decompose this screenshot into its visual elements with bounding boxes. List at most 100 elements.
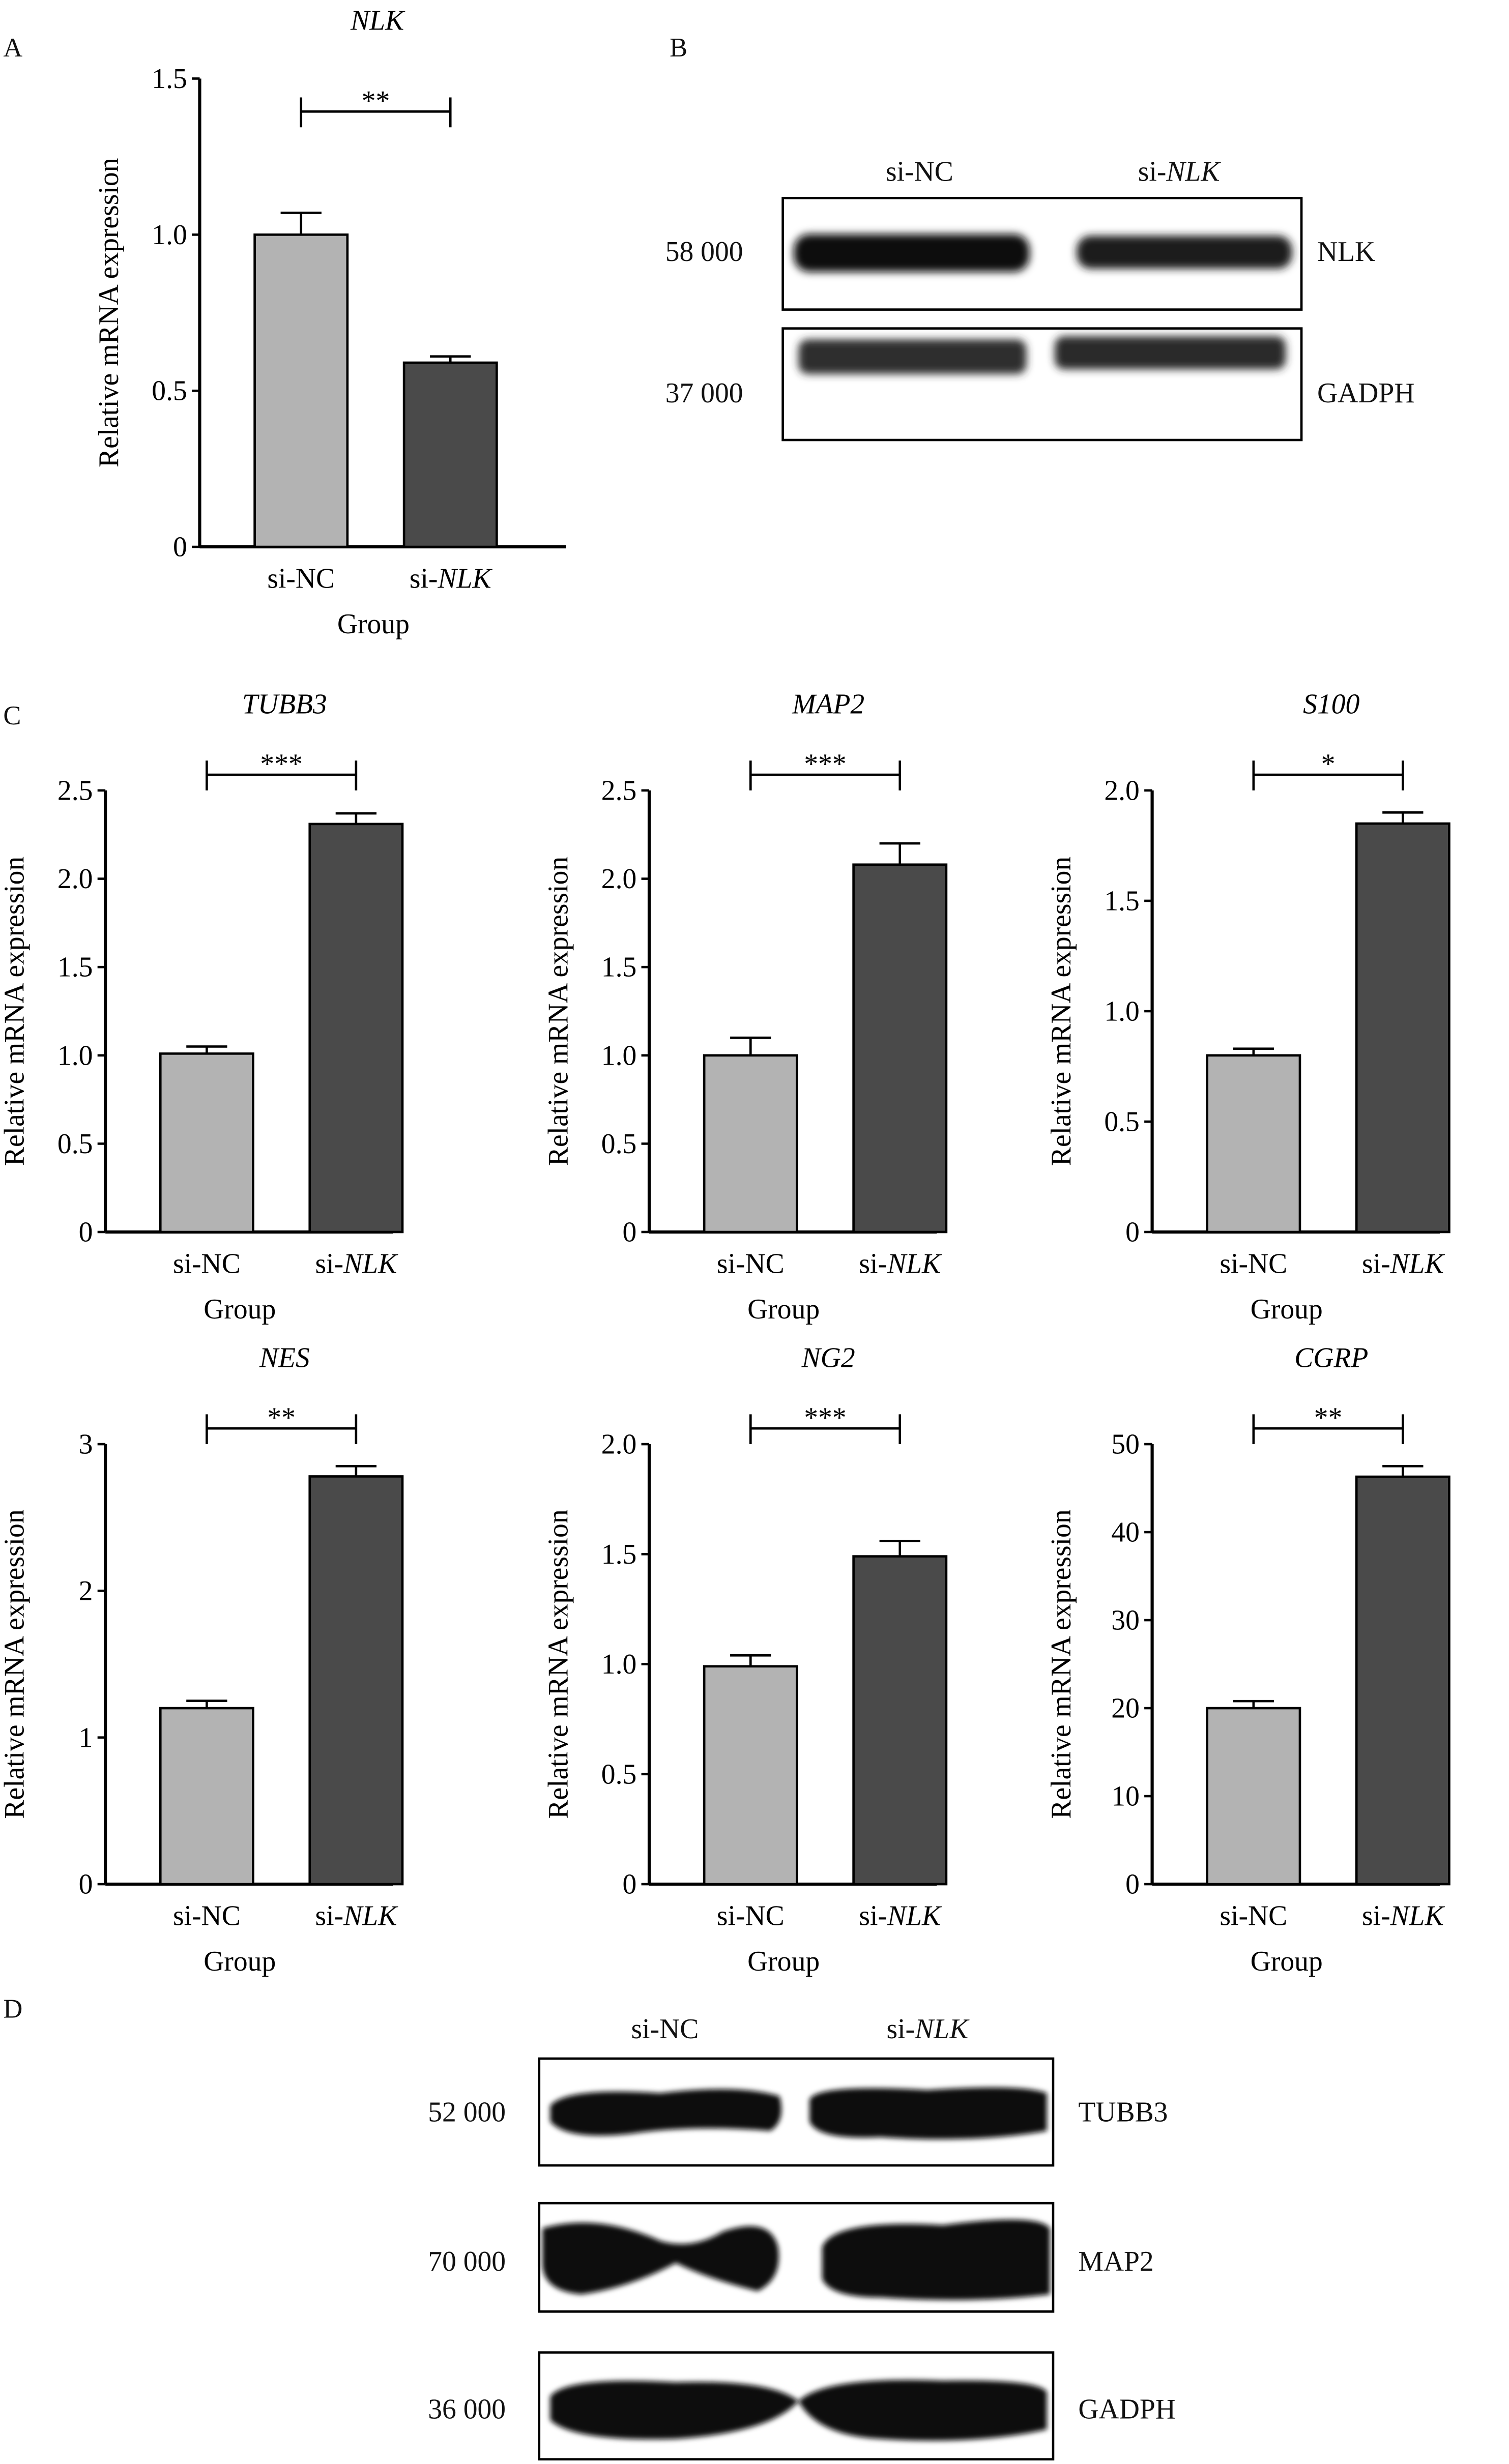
band-nlk-si-nlk: [1077, 236, 1292, 269]
x-tick-label: si-NC: [1220, 1248, 1287, 1279]
y-tick-label: 2.0: [57, 863, 93, 895]
bar-si-nc: [253, 233, 349, 548]
bar-si-nlk: [852, 1555, 948, 1886]
y-axis-label: Relative mRNA expression: [542, 1509, 574, 1818]
panel-label-d: D: [3, 1994, 22, 2024]
bar-si-nc: [703, 1054, 798, 1234]
y-tick-label: 3: [79, 1429, 93, 1460]
protein-label: GADPH: [1317, 377, 1415, 409]
y-tick-label: 0: [1125, 1869, 1140, 1900]
western-blot-b: si-NC si-NLK 58 000 37 000 NLK GADPH: [665, 156, 1415, 442]
y-tick-label: 0.5: [57, 1128, 93, 1160]
y-tick-label: 0: [79, 1869, 93, 1900]
panel-label-a: A: [3, 33, 22, 63]
western-blot-d: si-NC si-NLK 52 000 70 000 36 000 TUBB3 …: [428, 2013, 1176, 2461]
chart-title: NLK: [350, 5, 405, 37]
y-tick-label: 1.0: [1104, 995, 1140, 1027]
x-tick-label: si-NLK: [410, 563, 493, 594]
bar-si-nlk: [1355, 822, 1450, 1234]
y-tick-label: 1.5: [1104, 885, 1140, 917]
x-tick-label-prefix: si-: [410, 563, 438, 594]
x-axis-label: Group: [204, 1946, 276, 1977]
band-tubb3-si-nc: [550, 2089, 781, 2136]
y-tick-label: 1.5: [601, 1539, 637, 1570]
lane-label-si-nlk: si-NLK: [1138, 156, 1222, 187]
mw-label: 58 000: [665, 236, 743, 268]
x-tick-label-prefix: si-: [1362, 1900, 1390, 1931]
y-tick-label: 0: [623, 1869, 637, 1900]
significance-stars: ***: [804, 748, 846, 780]
x-tick-label-prefix: si-: [1362, 1248, 1390, 1279]
chart-title: NES: [259, 1342, 310, 1374]
bar-si-nc: [1206, 1707, 1301, 1886]
y-axis-label: Relative mRNA expression: [0, 1509, 30, 1818]
significance-stars: **: [267, 1402, 296, 1433]
lane-label-si-nc: si-NC: [631, 2013, 699, 2045]
x-axis-label: Group: [1251, 1946, 1323, 1977]
x-tick-label-prefix: si-: [859, 1900, 887, 1931]
bar-si-nlk: [1355, 1475, 1450, 1886]
chart-title: TUBB3: [242, 689, 327, 720]
significance-stars: ***: [804, 1402, 846, 1433]
y-tick-label: 1.5: [152, 63, 187, 95]
x-tick-label: si-NC: [717, 1248, 785, 1279]
y-tick-label: 0.5: [152, 375, 187, 407]
y-tick-label: 1.5: [57, 952, 93, 983]
significance-stars: **: [362, 85, 390, 116]
y-tick-label: 0: [623, 1217, 637, 1248]
protein-label: NLK: [1317, 236, 1375, 268]
y-tick-label: 0.5: [1104, 1106, 1140, 1138]
chart-title: MAP2: [792, 689, 864, 720]
x-axis-label: Group: [1251, 1294, 1323, 1325]
panel-label-c: C: [3, 701, 21, 730]
x-tick-label-gene: NLK: [437, 563, 492, 594]
lane-label-prefix: si-: [886, 2013, 915, 2045]
significance-stars: **: [1314, 1402, 1343, 1433]
y-tick-label: 1.0: [601, 1040, 637, 1071]
y-axis-label: Relative mRNA expression: [1046, 1509, 1077, 1818]
x-tick-label-gene: NLK: [887, 1248, 942, 1279]
y-tick-label: 1.5: [601, 952, 637, 983]
y-axis-label: Relative mRNA expression: [1046, 857, 1077, 1166]
bar-si-nlk: [402, 361, 498, 548]
mw-label: 52 000: [428, 2097, 506, 2128]
band-map2-si-nc: [542, 2222, 779, 2295]
chart-cgrp: CGRP 0 10 20 30 40 50 Relative mRNA expression s…: [1046, 1342, 1450, 1977]
band-gadph-d-si-nc: [550, 2381, 799, 2440]
lane-label-prefix: si-: [1138, 156, 1167, 187]
band-gadph-b-si-nlk: [1055, 336, 1286, 369]
chart-title: CGRP: [1294, 1342, 1368, 1374]
x-tick-label-gene: NLK: [343, 1900, 398, 1931]
x-tick-label: si-NLK: [315, 1900, 399, 1931]
x-tick-label: si-NC: [173, 1248, 241, 1279]
mw-label: 36 000: [428, 2393, 506, 2425]
lane-label-gene: NLK: [914, 2013, 970, 2045]
band-nlk-si-nc: [794, 234, 1030, 272]
x-axis-label: Group: [747, 1946, 820, 1977]
y-tick-label: 1: [79, 1722, 93, 1753]
bar-si-nc: [159, 1052, 254, 1234]
band-map2-si-nlk: [822, 2219, 1050, 2300]
chart-nlk: NLK 0 0.5 1.0 1.5 Relative mRNA expression si-…: [93, 5, 566, 640]
bar-si-nc: [703, 1665, 798, 1886]
y-axis-label: Relative mRNA expression: [0, 857, 30, 1166]
x-tick-label-gene: NLK: [1390, 1248, 1445, 1279]
x-tick-label-prefix: si-: [315, 1248, 344, 1279]
bar-charts: NLK 0 0.5 1.0 1.5 Relative mRNA expression si-…: [0, 5, 1450, 1977]
mw-label: 37 000: [665, 377, 743, 409]
y-tick-label: 2.5: [601, 775, 637, 806]
bar-si-nlk: [852, 863, 948, 1234]
y-axis-label: Relative mRNA expression: [542, 857, 574, 1166]
y-tick-label: 2.5: [57, 775, 93, 806]
protein-label: TUBB3: [1078, 2097, 1168, 2128]
x-tick-label: si-NLK: [315, 1248, 399, 1279]
x-axis-label: Group: [204, 1294, 276, 1325]
y-tick-label: 0: [173, 532, 187, 563]
significance-stars: ***: [260, 748, 302, 780]
significance-stars: *: [1321, 748, 1336, 780]
band-gadph-d-si-nlk: [798, 2380, 1047, 2441]
y-tick-label: 10: [1111, 1781, 1140, 1812]
chart-tubb3: TUBB3 0 0.5 1.0 1.5 2.0 2.5 Relative mRNA expre…: [0, 689, 404, 1325]
lane-label-si-nc: si-NC: [886, 156, 953, 187]
